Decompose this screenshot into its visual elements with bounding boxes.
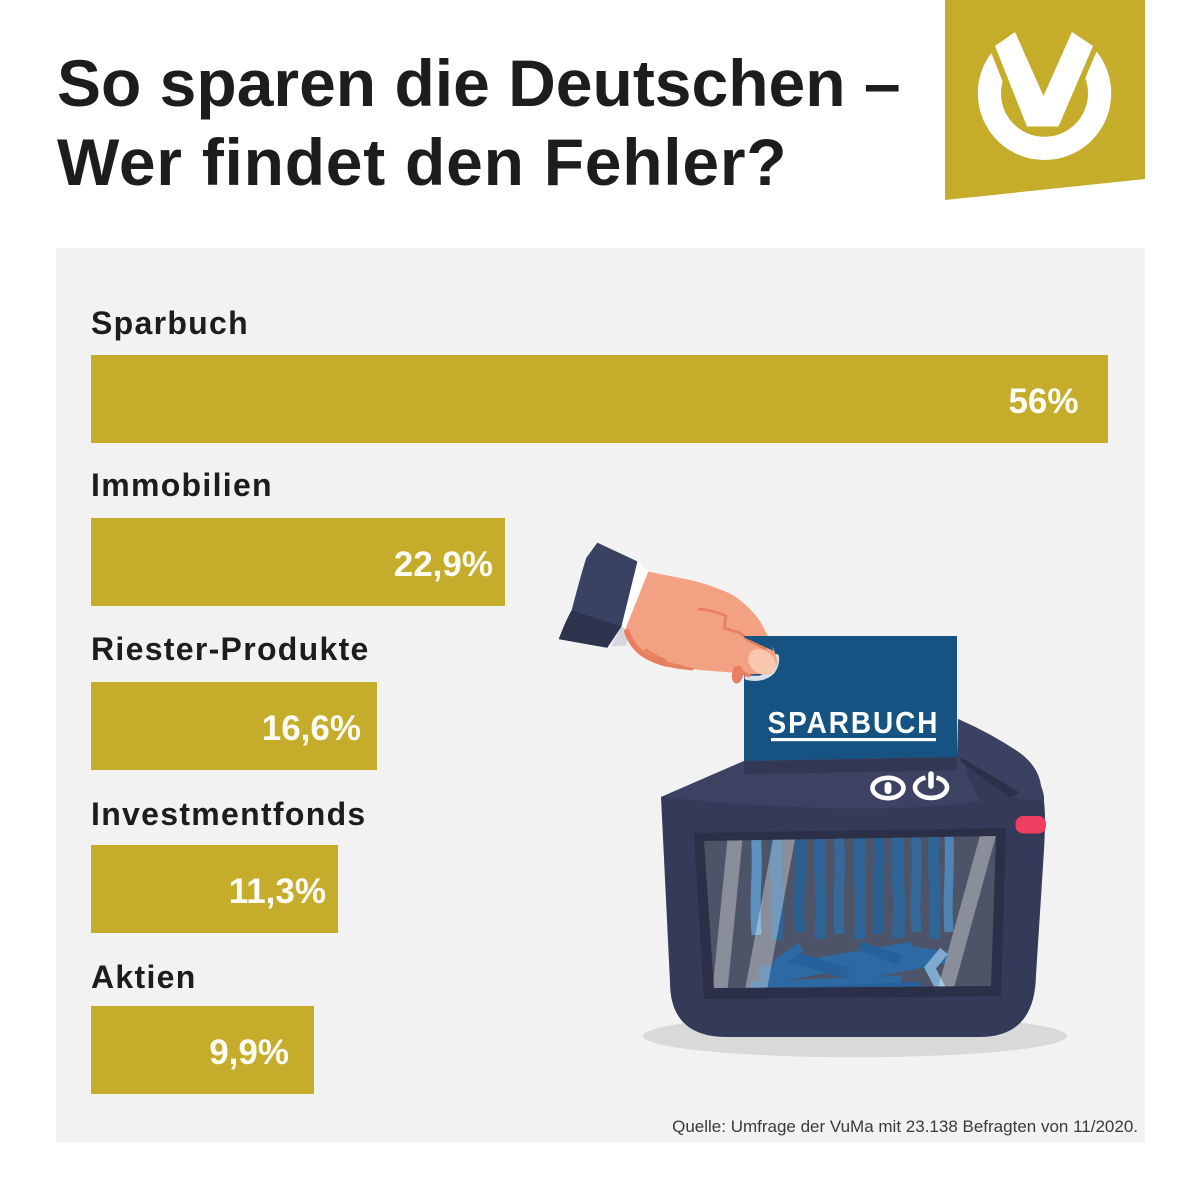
svg-text:SPARBUCH: SPARBUCH [768,706,940,741]
